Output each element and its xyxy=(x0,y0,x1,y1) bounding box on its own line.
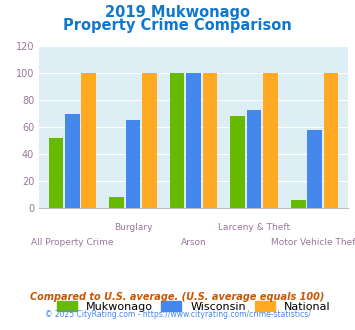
Bar xyxy=(203,73,217,208)
Bar xyxy=(49,138,63,208)
Text: Burglary: Burglary xyxy=(114,223,152,232)
Bar xyxy=(291,200,306,208)
Text: Arson: Arson xyxy=(181,238,206,247)
Bar xyxy=(324,73,338,208)
Bar xyxy=(109,197,124,208)
Legend: Mukwonago, Wisconsin, National: Mukwonago, Wisconsin, National xyxy=(53,298,334,315)
Bar xyxy=(307,130,322,208)
Bar xyxy=(65,114,80,208)
Text: Property Crime Comparison: Property Crime Comparison xyxy=(63,18,292,33)
Bar xyxy=(247,110,261,208)
Text: Motor Vehicle Theft: Motor Vehicle Theft xyxy=(271,238,355,247)
Bar xyxy=(81,73,96,208)
Bar xyxy=(263,73,278,208)
Text: Compared to U.S. average. (U.S. average equals 100): Compared to U.S. average. (U.S. average … xyxy=(30,292,325,302)
Text: 2019 Mukwonago: 2019 Mukwonago xyxy=(105,5,250,20)
Text: All Property Crime: All Property Crime xyxy=(31,238,114,247)
Text: © 2025 CityRating.com - https://www.cityrating.com/crime-statistics/: © 2025 CityRating.com - https://www.city… xyxy=(45,310,310,319)
Bar xyxy=(126,120,140,208)
Bar xyxy=(230,116,245,208)
Bar xyxy=(186,73,201,208)
Bar xyxy=(142,73,157,208)
Bar xyxy=(170,73,184,208)
Text: Larceny & Theft: Larceny & Theft xyxy=(218,223,290,232)
